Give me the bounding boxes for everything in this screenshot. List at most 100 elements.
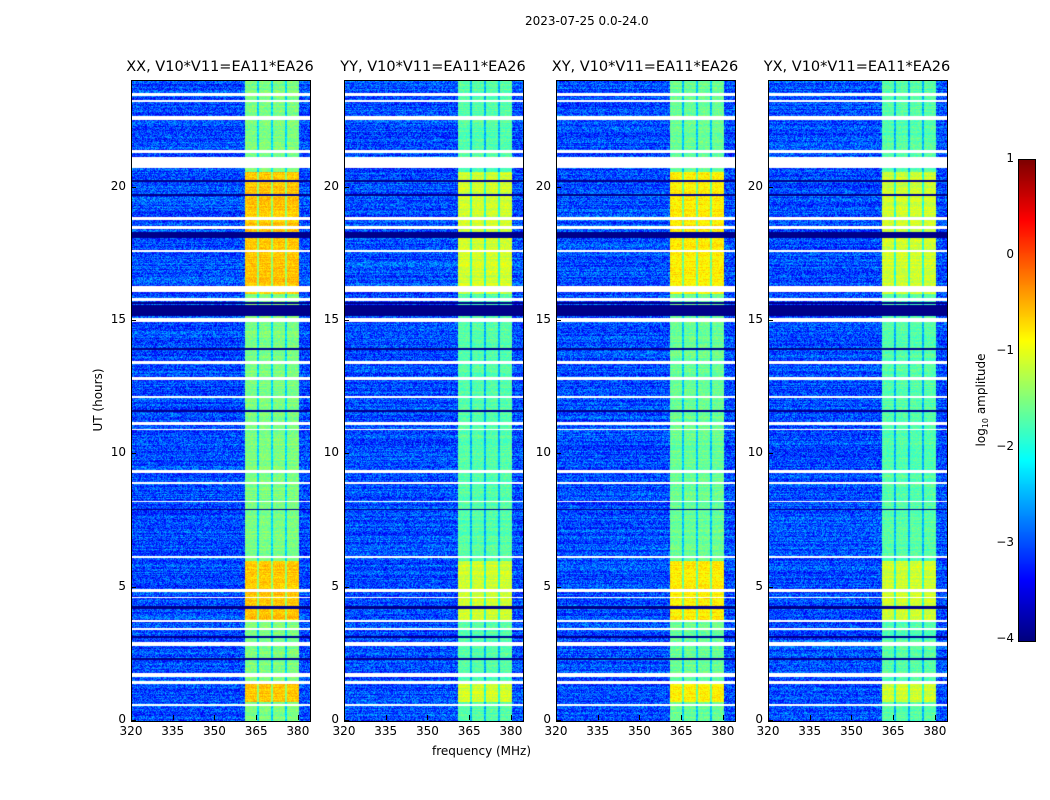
colorbar-label: log10 amplitude [973, 353, 991, 447]
x-tick-mark [556, 715, 557, 720]
y-tick-mark [344, 586, 349, 588]
y-tick-mark [768, 720, 773, 721]
y-tick-mark [131, 453, 136, 455]
spectrogram-yy [344, 80, 524, 722]
x-tick-mark [510, 715, 512, 720]
y-tick-label: 0 [755, 712, 763, 726]
x-axis-label: frequency (MHz) [432, 744, 532, 758]
x-tick-mark [851, 715, 853, 720]
y-tick-mark [131, 586, 136, 588]
x-tick-mark [172, 715, 174, 720]
y-tick-label: 5 [331, 578, 339, 593]
x-tick-mark [214, 715, 216, 720]
x-tick-label: 335 [374, 724, 398, 738]
y-tick-mark [768, 186, 773, 188]
x-tick-label: 380 [499, 724, 523, 738]
y-tick-mark [768, 586, 773, 588]
y-tick-mark [131, 720, 136, 721]
x-tick-label: 335 [161, 724, 185, 738]
spectrogram-xy [556, 80, 736, 722]
x-tick-mark [427, 715, 429, 720]
x-tick-label: 380 [711, 724, 735, 738]
x-tick-label: 350 [839, 724, 863, 738]
y-tick-label: 20 [747, 178, 763, 193]
x-tick-mark [893, 715, 895, 720]
y-tick-mark [131, 186, 136, 188]
panel-title: YX, V10*V11=EA11*EA26 [763, 59, 951, 75]
y-tick-mark [768, 320, 773, 321]
x-tick-label: 350 [627, 724, 651, 738]
x-tick-label: 365 [669, 724, 693, 738]
y-tick-mark [556, 586, 561, 588]
x-tick-mark [934, 715, 936, 720]
y-tick-mark [556, 720, 561, 721]
y-tick-mark [344, 186, 349, 188]
x-tick-label: 365 [244, 724, 268, 738]
x-tick-mark [597, 715, 599, 720]
colorbar-tick-label: −1 [996, 343, 1014, 357]
x-tick-label: 320 [756, 724, 780, 738]
x-tick-mark [385, 715, 387, 720]
y-tick-mark [344, 320, 349, 321]
y-tick-mark [131, 320, 136, 321]
y-tick-label: 5 [118, 578, 126, 593]
x-tick-label: 350 [415, 724, 439, 738]
x-tick-mark [809, 715, 811, 720]
colorbar-tick-label: −2 [996, 439, 1014, 453]
x-tick-label: 350 [202, 724, 226, 738]
y-tick-label: 20 [535, 178, 551, 193]
y-tick-label: 5 [543, 578, 551, 593]
y-tick-label: 10 [110, 445, 126, 460]
x-tick-label: 365 [881, 724, 905, 738]
spectrogram-yx [768, 80, 948, 722]
y-axis-label: UT (hours) [91, 368, 105, 432]
x-tick-mark [639, 715, 641, 720]
y-tick-label: 10 [535, 445, 551, 460]
y-tick-mark [556, 453, 561, 455]
x-tick-mark [344, 715, 345, 720]
y-tick-mark [344, 720, 349, 721]
y-tick-label: 15 [323, 312, 339, 326]
y-tick-mark [344, 453, 349, 455]
y-tick-mark [556, 186, 561, 188]
y-tick-mark [556, 320, 561, 321]
x-tick-label: 380 [286, 724, 310, 738]
x-tick-mark [131, 715, 132, 720]
colorbar [1018, 159, 1036, 642]
x-tick-label: 365 [457, 724, 481, 738]
colorbar-tick-label: −3 [996, 535, 1014, 549]
x-tick-label: 335 [798, 724, 822, 738]
y-tick-label: 20 [323, 178, 339, 193]
y-tick-label: 15 [110, 312, 126, 326]
colorbar-tick-label: 0 [1006, 247, 1014, 261]
x-tick-label: 320 [332, 724, 356, 738]
y-tick-label: 10 [323, 445, 339, 460]
y-tick-label: 0 [543, 712, 551, 726]
x-tick-label: 320 [119, 724, 143, 738]
x-tick-label: 320 [544, 724, 568, 738]
figure-title: 2023-07-25 0.0-24.0 [525, 14, 649, 28]
y-tick-mark [768, 453, 773, 455]
x-tick-mark [469, 715, 471, 720]
y-tick-label: 5 [755, 578, 763, 593]
panel-title: XX, V10*V11=EA11*EA26 [126, 59, 314, 75]
y-tick-label: 10 [747, 445, 763, 460]
y-tick-label: 15 [535, 312, 551, 326]
x-tick-mark [681, 715, 683, 720]
y-tick-label: 0 [331, 712, 339, 726]
x-tick-mark [768, 715, 769, 720]
y-tick-label: 20 [110, 178, 126, 193]
x-tick-label: 335 [586, 724, 610, 738]
x-tick-mark [256, 715, 258, 720]
colorbar-tick-label: 1 [1006, 151, 1014, 165]
panel-title: XY, V10*V11=EA11*EA26 [551, 59, 739, 75]
spectrogram-xx [131, 80, 311, 722]
x-tick-label: 380 [923, 724, 947, 738]
x-tick-mark [722, 715, 724, 720]
x-tick-mark [297, 715, 299, 720]
y-tick-label: 0 [118, 712, 126, 726]
panel-title: YY, V10*V11=EA11*EA26 [340, 59, 526, 75]
y-tick-label: 15 [747, 312, 763, 326]
colorbar-tick-label: −4 [996, 631, 1014, 645]
